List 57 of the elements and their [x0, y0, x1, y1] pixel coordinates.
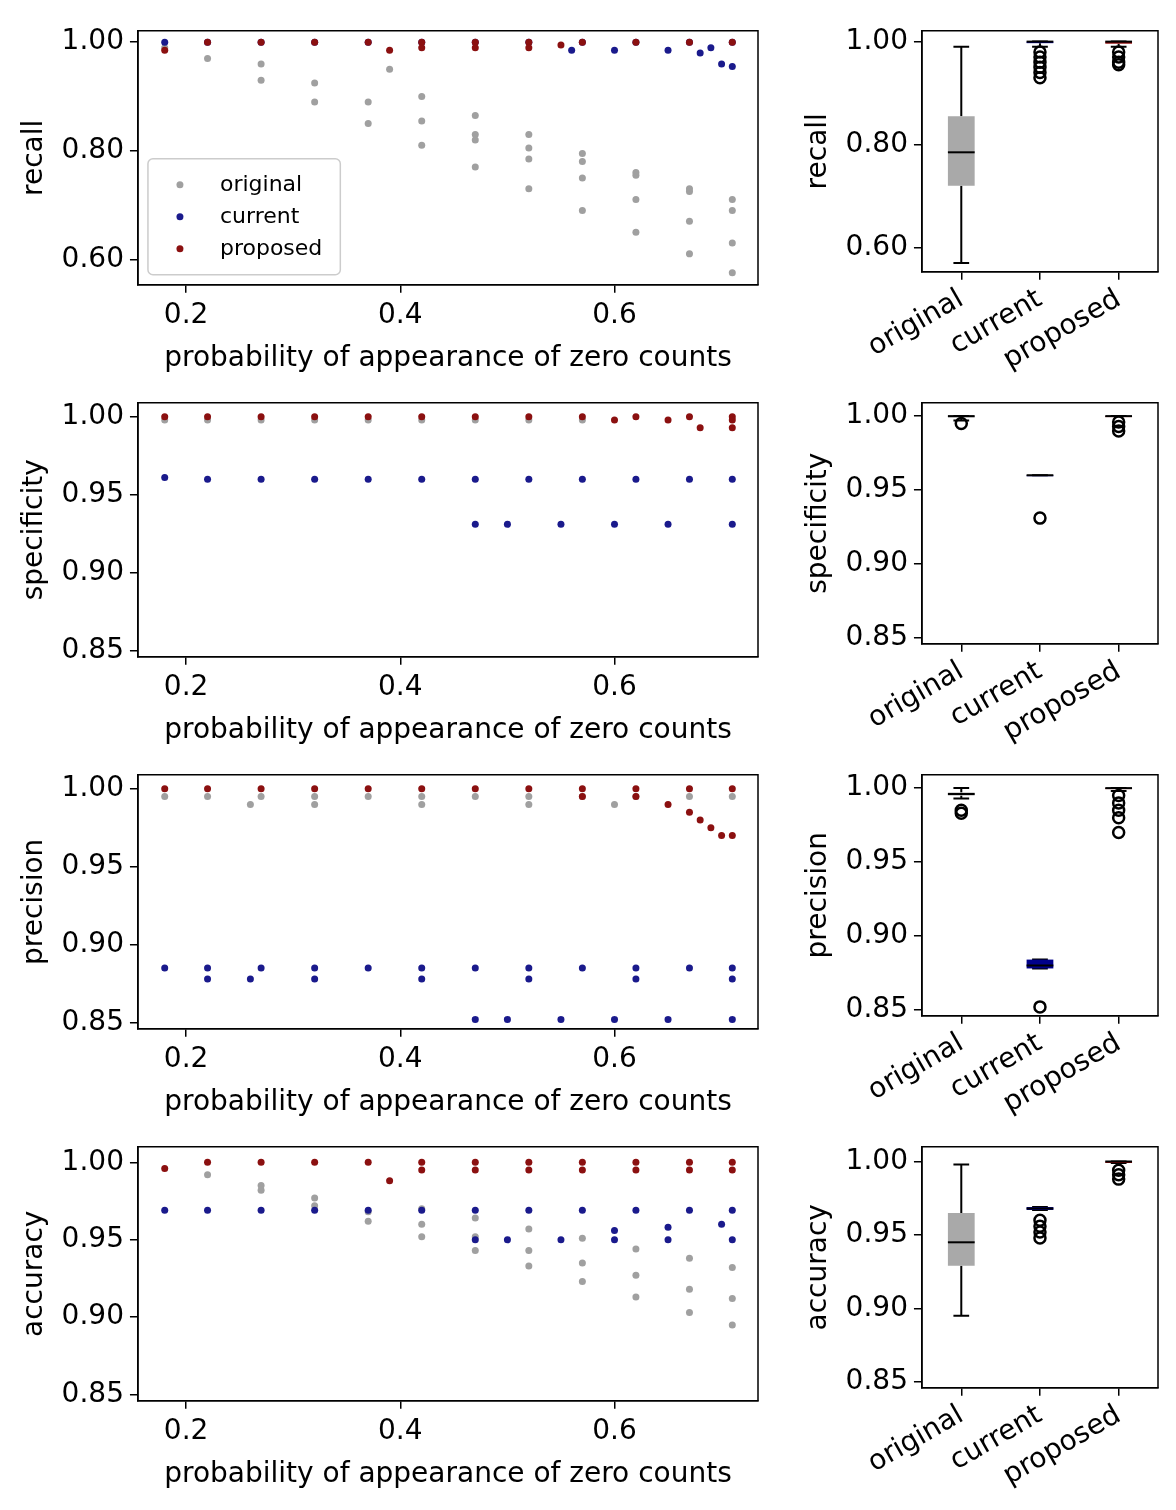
y-tick-label: 1.00: [845, 769, 908, 803]
x-tick-label: 0.6: [592, 1040, 637, 1074]
y-tick-label: 0.80: [61, 132, 124, 166]
y-tick-label: 0.90: [61, 1298, 124, 1332]
y-axis-title: recall: [800, 113, 834, 190]
y-axis-title: specificity: [16, 459, 50, 601]
y-tick-label: 1.00: [61, 1143, 124, 1177]
y-tick-label: 0.95: [845, 1216, 908, 1250]
y-tick-label: 0.85: [61, 1003, 124, 1037]
y-tick-label: 0.85: [845, 991, 908, 1025]
y-tick-label: 0.90: [845, 545, 908, 579]
x-tick-label: 0.4: [378, 668, 423, 702]
y-axis-title: precision: [16, 838, 50, 965]
x-tick-label: 0.2: [163, 668, 209, 702]
x-tick-label: 0.6: [592, 296, 637, 330]
y-tick-label: 0.85: [845, 619, 908, 653]
y-tick-label: 1.00: [845, 1142, 908, 1176]
y-axis-title: accuracy: [16, 1210, 50, 1337]
y-tick-label: 0.95: [61, 848, 124, 882]
x-tick-label: 0.4: [378, 296, 423, 330]
x-axis-title: probability of appearance of zero counts: [164, 1456, 732, 1490]
y-axis-title: accuracy: [800, 1204, 834, 1331]
y-tick-label: 0.90: [845, 917, 908, 951]
y-tick-label: 0.85: [61, 631, 124, 665]
x-tick-label: 0.6: [592, 1412, 637, 1446]
y-tick-label: 1.00: [61, 23, 124, 57]
y-tick-label: 0.90: [61, 925, 124, 959]
y-tick-label: 0.80: [845, 125, 908, 159]
x-axis-title: probability of appearance of zero counts: [164, 712, 732, 746]
x-tick-label: 0.2: [163, 1040, 209, 1074]
x-axis-title: probability of appearance of zero counts: [164, 340, 732, 374]
y-axis-title: precision: [800, 832, 834, 959]
y-tick-label: 1.00: [61, 398, 124, 432]
y-tick-label: 0.90: [845, 1289, 908, 1323]
y-tick-label: 0.95: [61, 1221, 124, 1255]
y-tick-label: 0.95: [845, 471, 908, 505]
legend-label: original: [219, 170, 303, 196]
y-tick-label: 0.85: [61, 1375, 124, 1409]
x-tick-label: 0.2: [163, 1412, 209, 1446]
x-axis-title: probability of appearance of zero counts: [164, 1084, 732, 1118]
legend-label: current: [219, 202, 300, 228]
y-tick-label: 1.00: [61, 770, 124, 804]
y-tick-label: 0.60: [61, 240, 124, 274]
legend-label: proposed: [219, 234, 323, 260]
y-tick-label: 1.00: [845, 397, 908, 431]
x-tick-label: 0.4: [378, 1040, 423, 1074]
y-axis-title: recall: [16, 119, 50, 196]
y-axis-title: specificity: [800, 452, 834, 594]
y-tick-label: 1.00: [845, 22, 908, 56]
x-tick-label: 0.2: [163, 296, 209, 330]
y-tick-label: 0.85: [845, 1363, 908, 1397]
y-tick-label: 0.95: [61, 476, 124, 510]
x-tick-label: 0.4: [378, 1412, 423, 1446]
y-tick-label: 0.95: [845, 843, 908, 877]
y-tick-label: 0.90: [61, 553, 124, 587]
y-tick-label: 0.60: [845, 228, 908, 262]
x-tick-label: 0.6: [592, 668, 637, 702]
